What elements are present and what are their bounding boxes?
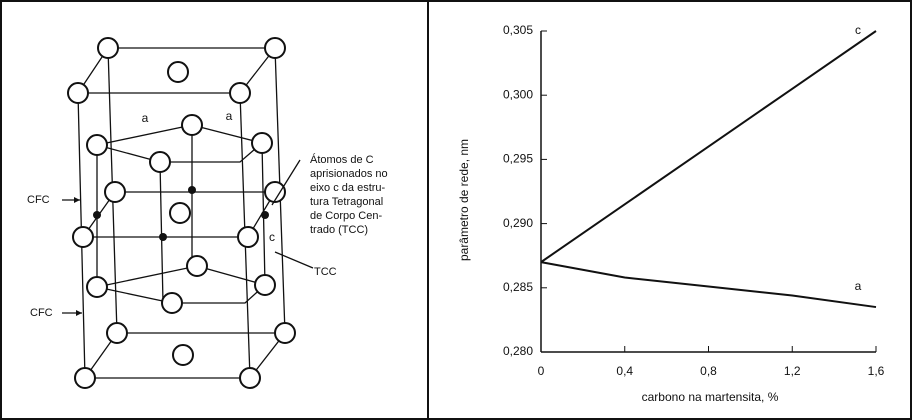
series-line [540, 30, 877, 263]
lattice-label: a [226, 109, 233, 123]
note-line: aprisionados no [310, 168, 388, 180]
x-tick-label: 1,6 [868, 364, 885, 378]
note-line: Átomos de C [310, 153, 374, 166]
y-tick-label: 0,280 [503, 344, 533, 358]
cfc-label: CFC [27, 194, 50, 206]
series-line [540, 261, 877, 309]
lattice-label: a [142, 111, 149, 125]
y-tick-label: 0,290 [503, 216, 533, 230]
tcc-label: TCC [314, 266, 337, 278]
y-tick-label: 0,285 [503, 280, 533, 294]
x-tick-label: 0,8 [700, 364, 717, 378]
chart: 0,280 0,285 0,290 0,295 0,300 0,305 0 0,4 0,8 1,2… [503, 23, 885, 378]
note: Átomos de C aprisionados no eixo c da estr… [310, 153, 388, 236]
x-tick-label: 1,2 [784, 364, 801, 378]
crystal-diagram [62, 37, 314, 389]
note-line: eixo c da estru- [310, 182, 386, 194]
x-tick-label: 0 [538, 364, 545, 378]
note-line: tura Tetragonal [310, 196, 383, 208]
y-axis-label: parâmetro de rede, nm [457, 139, 471, 261]
y-tick-label: 0,295 [503, 152, 533, 166]
y-tick-label: 0,300 [503, 87, 533, 101]
cfc-label: CFC [30, 307, 53, 319]
lattice-label: c [269, 230, 275, 244]
x-tick-label: 0,4 [616, 364, 633, 378]
series-label: c [855, 23, 861, 37]
note-line: trado (TCC) [310, 224, 368, 236]
x-axis-label: carbono na martensita, % [642, 390, 779, 404]
series-label: a [855, 279, 862, 293]
note-line: de Corpo Cen- [310, 210, 382, 222]
y-tick-label: 0,305 [503, 23, 533, 37]
